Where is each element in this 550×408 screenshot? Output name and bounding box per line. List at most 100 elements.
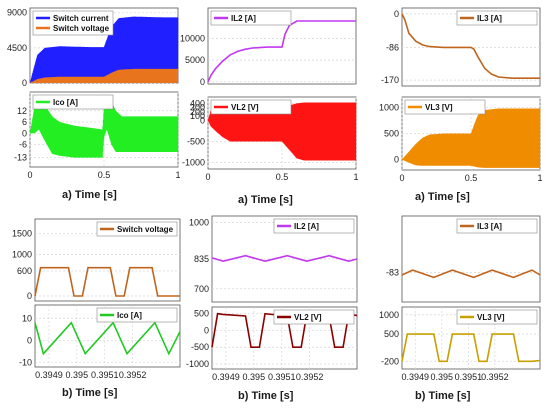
y-tick-label: 1000 [379,310,399,320]
series-line [401,333,541,363]
legend-label: VL3 [V] [477,313,505,322]
y-tick-label: 0 [22,78,27,88]
plot-p6: 0 500 1000 0 0.5 1 VL3 [V] [379,96,543,183]
y-tick-label: 0 [27,291,32,301]
x-tick-label: 0.3952 [481,372,509,382]
x-tick-label: 0.3951 [91,370,119,380]
x-tick-label: 0.395 [431,372,454,382]
y-tick-label: -86 [386,42,399,52]
legend-label: Switch voltage [53,24,110,33]
legend-label: VL2 [V] [231,103,259,112]
series-line [401,269,541,279]
x-tick-label: 0.395 [66,370,89,380]
plot-p5: -170 -86 0 IL3 [A] [381,7,541,87]
y-tick-label: 1000 [12,249,32,259]
caption-a1: a) Time [s] [62,189,117,201]
y-tick-label: -13 [14,153,27,163]
y-tick-label: -200 [381,356,399,366]
caption-b2: b) Time [s] [238,390,294,402]
legend-label: IL2 [A] [231,14,256,23]
y-tick-label: 9000 [7,8,27,18]
legend-box [32,94,114,110]
legend-box [32,10,114,36]
x-tick-label: 0.395 [243,372,266,382]
x-tick-label: 0.3949 [35,370,63,380]
x-tick-label: 0.3951 [455,372,483,382]
legend-label: Ico [A] [117,311,142,320]
x-tick-label: 0 [205,172,210,182]
legend-box [404,99,486,115]
y-tick-label: 12 [17,106,27,116]
y-tick-label: 1000 [189,218,209,228]
y-tick-label: -83 [386,268,399,278]
caption-a2: a) Time [s] [238,194,293,206]
x-tick-label: 1 [175,170,180,180]
legend-label: Switch voltage [117,225,174,234]
x-tick-label: 0 [399,173,404,183]
series-band [401,108,541,168]
plot-q1: 0 600 1000 1500 Switch voltage [12,218,181,302]
legend-box [96,307,178,323]
legend-label: Ico [A] [53,98,78,107]
x-tick-label: 0 [27,170,32,180]
x-tick-label: 0.3952 [119,370,147,380]
y-tick-label: 10 [22,313,32,323]
y-tick-label: 4500 [7,43,27,53]
y-tick-label: -1000 [186,359,209,369]
plot-q4: -1000 -500 0 500 0.3949 0.395 0.3951 0.3952 VL2 … [186,306,358,382]
y-tick-label: 600 [17,266,32,276]
y-tick-label: 700 [194,284,209,294]
plot-q3: 700 835 1000 IL2 [A] [189,215,358,303]
series-line [211,312,358,348]
plot-p3: 0 5000 10000 IL2 [A] [180,7,357,87]
series-band [29,16,179,84]
legend-box [456,218,538,234]
legend-box [273,218,355,234]
x-tick-label: 1 [353,172,358,182]
y-tick-label: 200 [190,107,205,117]
x-tick-label: 0.5 [98,170,111,180]
series-line [34,266,180,297]
y-tick-label: -500 [187,136,205,146]
y-tick-label: -10 [19,358,32,368]
legend-label: IL3 [A] [477,222,502,231]
legend-box [96,221,178,237]
series-line [211,254,358,263]
legend-label: Switch current [53,14,109,23]
series-line [34,321,181,356]
y-tick-label: 0 [200,77,205,87]
x-tick-label: 1 [537,173,542,183]
y-tick-label: 5000 [185,55,205,65]
y-tick-label: 500 [384,129,399,139]
y-tick-label: 300 [190,103,205,113]
x-tick-label: 0.3949 [402,372,430,382]
x-tick-label: 0.3951 [268,372,296,382]
y-tick-label: 10000 [180,33,205,43]
x-tick-label: 0.3949 [212,372,240,382]
caption-a3: a) Time [s] [415,191,470,203]
y-tick-label: 1500 [12,229,32,239]
x-tick-label: 0.5 [465,173,478,183]
y-tick-label: 0 [394,9,399,19]
legend-box [456,10,538,26]
legend-label: VL3 [V] [425,103,453,112]
y-tick-label: -6 [19,140,27,150]
plot-q2: -10 0 10 0.3949 0.395 0.3951 0.3952 Ico [A] [19,304,181,380]
legend-box [273,309,355,325]
y-tick-label: 0 [27,335,32,345]
y-tick-label: -500 [191,342,209,352]
legend-box [456,309,538,325]
y-tick-label: 100 [190,111,205,121]
y-tick-label: -170 [381,75,399,85]
x-tick-label: 0.3952 [296,372,324,382]
y-tick-label: 835 [194,254,209,264]
x-tick-label: 0.5 [276,172,289,182]
series-line [401,13,540,79]
series-band [29,68,179,84]
legend-label: IL2 [A] [294,222,319,231]
y-tick-label: 1000 [379,102,399,112]
